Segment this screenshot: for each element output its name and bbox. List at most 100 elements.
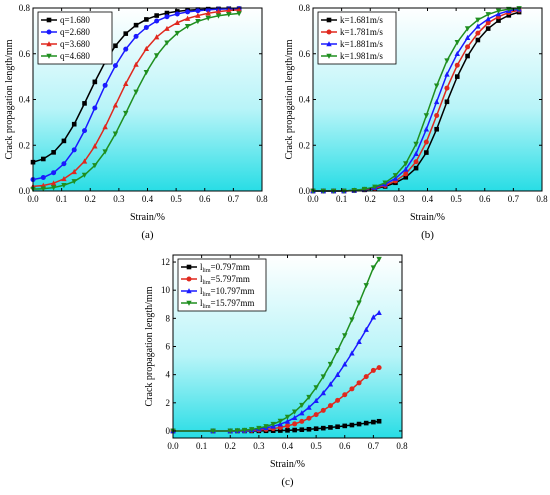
data-point (164, 25, 170, 31)
data-point (342, 423, 348, 429)
y-tick-label: 0.0 (19, 186, 31, 196)
data-point (50, 180, 57, 186)
data-point (102, 124, 108, 130)
x-tick-label: 0.2 (225, 441, 236, 451)
legend-label-sub: lim (203, 292, 211, 298)
legend-marker (46, 41, 52, 47)
data-point (464, 34, 471, 41)
data-point (278, 428, 283, 433)
legend-label-main: l (200, 274, 203, 284)
x-tick-label: 0.8 (536, 194, 548, 204)
x-tick-label: 0.4 (422, 194, 434, 204)
data-point (112, 102, 119, 108)
data-point (284, 418, 291, 424)
data-point (306, 415, 312, 421)
x-tick-label: 0.4 (142, 194, 154, 204)
legend-label: k=1.781m/s (340, 27, 383, 37)
data-point (342, 333, 348, 339)
data-point (349, 386, 355, 392)
data-point (433, 83, 440, 89)
y-tick-label: 0.8 (19, 3, 31, 13)
y-axis-label: Crack propagation length/mm (4, 39, 15, 159)
x-tick-label: 0.0 (307, 194, 319, 204)
x-axis-label: Strain/% (130, 212, 165, 223)
y-tick-label: 6 (166, 342, 171, 352)
y-tick-label: 0.6 (19, 49, 31, 59)
x-tick-label: 0.3 (393, 194, 405, 204)
data-point (205, 10, 211, 16)
data-point (215, 13, 222, 19)
data-point (112, 131, 119, 137)
data-point (40, 175, 46, 181)
data-point (361, 186, 368, 193)
data-point (327, 403, 333, 409)
data-point (342, 392, 348, 398)
y-tick-label: 0 (166, 426, 171, 436)
data-point (382, 180, 388, 186)
data-point (205, 15, 211, 21)
data-point (403, 166, 409, 172)
chart-panel-c: 0.0 0.1 0.2 0.3 0.4 0.5 0.6 0.7 0.8 0 2 4 6 8 10 12 Stra… (144, 254, 408, 488)
data-point (71, 168, 77, 175)
y-tick-label: 0.4 (19, 95, 31, 105)
data-point (71, 147, 77, 153)
data-point (215, 8, 222, 14)
data-point (292, 427, 297, 433)
data-point (143, 45, 150, 52)
legend-marker (186, 300, 192, 306)
data-point (371, 419, 376, 425)
legend-label: q=3.680 (60, 39, 90, 49)
x-tick-label: 0.5 (451, 194, 463, 204)
x-tick-label: 0.0 (167, 441, 179, 451)
legend-marker (326, 41, 332, 47)
data-point (61, 161, 67, 167)
legend-label-sub: lim (203, 304, 211, 310)
data-point (392, 173, 399, 179)
data-point (423, 139, 429, 145)
data-point (370, 367, 376, 373)
data-point (71, 179, 77, 185)
data-point (349, 350, 355, 356)
x-tick-label: 0.4 (282, 441, 294, 451)
legend-label: k=1.681m/s (340, 15, 383, 25)
data-point (424, 150, 429, 155)
data-point (143, 24, 149, 30)
legend-label-rest: =10.797mm (211, 286, 255, 296)
y-axis-label: Crack propagation length/mm (284, 39, 295, 159)
data-point (92, 79, 98, 85)
data-point (485, 16, 491, 22)
data-point (485, 12, 491, 18)
data-point (320, 374, 326, 380)
data-point (153, 53, 160, 59)
x-tick-label: 0.1 (196, 441, 207, 451)
data-point (465, 44, 471, 50)
legend-label: q=4.680 (60, 51, 90, 61)
data-point (403, 161, 409, 167)
x-tick-label: 0.5 (171, 194, 183, 204)
x-tick-label: 0.6 (339, 441, 351, 451)
data-point (112, 63, 118, 69)
data-point (356, 380, 362, 386)
data-point (263, 424, 269, 430)
y-tick-label: 0.4 (299, 95, 311, 105)
data-point (313, 426, 319, 432)
x-tick-label: 0.6 (479, 194, 491, 204)
legend-marker (326, 29, 332, 35)
data-point (313, 412, 319, 418)
data-point (174, 11, 180, 17)
legend-marker (326, 17, 332, 23)
data-point (174, 30, 180, 37)
data-point (234, 428, 241, 434)
data-point (123, 31, 129, 36)
x-tick-label: 0.1 (336, 194, 347, 204)
x-tick-label: 0.7 (368, 441, 380, 451)
data-point (226, 12, 232, 18)
data-point (236, 11, 242, 17)
data-point (334, 348, 341, 354)
data-point (306, 404, 312, 410)
data-point (40, 186, 47, 192)
data-point (306, 426, 312, 432)
x-tick-label: 0.3 (113, 194, 125, 204)
data-point (327, 381, 334, 387)
